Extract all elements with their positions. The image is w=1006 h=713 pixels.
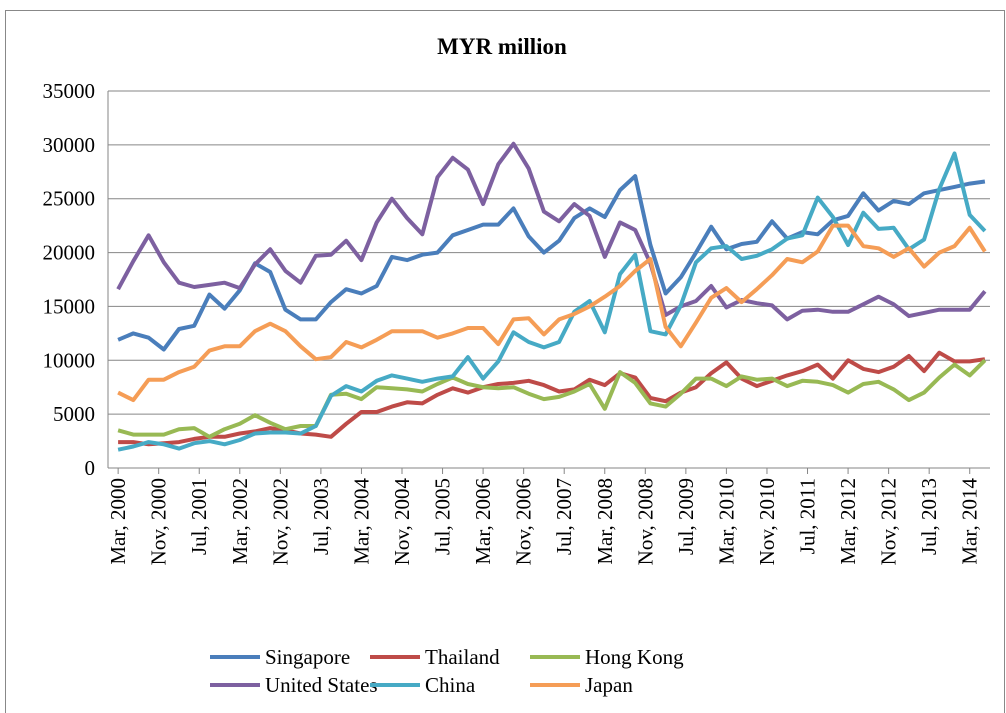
legend-label: Singapore [265,645,350,669]
series-line [116,141,987,322]
x-tick-label: Mar, 2014 [958,478,982,565]
legend-label: Thailand [425,645,500,669]
x-tick-label: Nov, 2012 [877,478,901,565]
series-line [118,350,986,447]
series-line [117,223,987,403]
y-tick-label: 0 [85,456,96,480]
y-tick-label: 10000 [43,348,96,372]
x-tick-label: Nov, 2002 [268,478,292,565]
legend-label: Hong Kong [585,645,684,669]
y-tick-label: 20000 [43,241,96,265]
chart-title: MYR million [437,34,567,59]
x-tick-label: Mar, 2012 [836,478,860,565]
legend-label: China [425,673,476,697]
x-tick-label: Mar, 2000 [106,478,130,565]
series-line [117,151,987,452]
x-tick-label: Jul, 2011 [796,478,820,554]
y-tick-label: 30000 [43,133,96,157]
x-tick-label: Jul, 2001 [187,478,211,555]
x-tick-label: Mar, 2010 [714,478,738,565]
y-tick-label: 25000 [43,187,96,211]
x-tick-label: Nov, 2000 [147,478,171,565]
y-tick-label: 35000 [43,79,96,103]
legend-label: Japan [585,673,633,697]
x-tick-label: Jul, 2009 [674,478,698,555]
x-tick-label: Nov, 2004 [390,478,414,566]
y-tick-label: 5000 [53,402,95,426]
x-tick-label: Nov, 2008 [633,478,657,565]
y-tick-label: 15000 [43,294,96,318]
x-tick-label: Jul, 2013 [917,478,941,555]
x-tick-label: Mar, 2008 [593,478,617,565]
x-tick-label: Mar, 2004 [349,478,373,565]
series-line [117,358,987,439]
x-tick-label: Jul, 2003 [309,478,333,555]
x-tick-label: Jul, 2007 [552,478,576,555]
series-line [117,174,986,352]
x-tick-label: Mar, 2002 [228,478,252,565]
legend-label: United States [265,673,378,697]
x-tick-label: Nov, 2006 [512,478,536,565]
x-tick-label: Nov, 2010 [755,478,779,565]
chart-frame [5,10,1005,713]
x-tick-label: Mar, 2006 [471,478,495,565]
x-tick-label: Jul, 2005 [431,478,455,555]
